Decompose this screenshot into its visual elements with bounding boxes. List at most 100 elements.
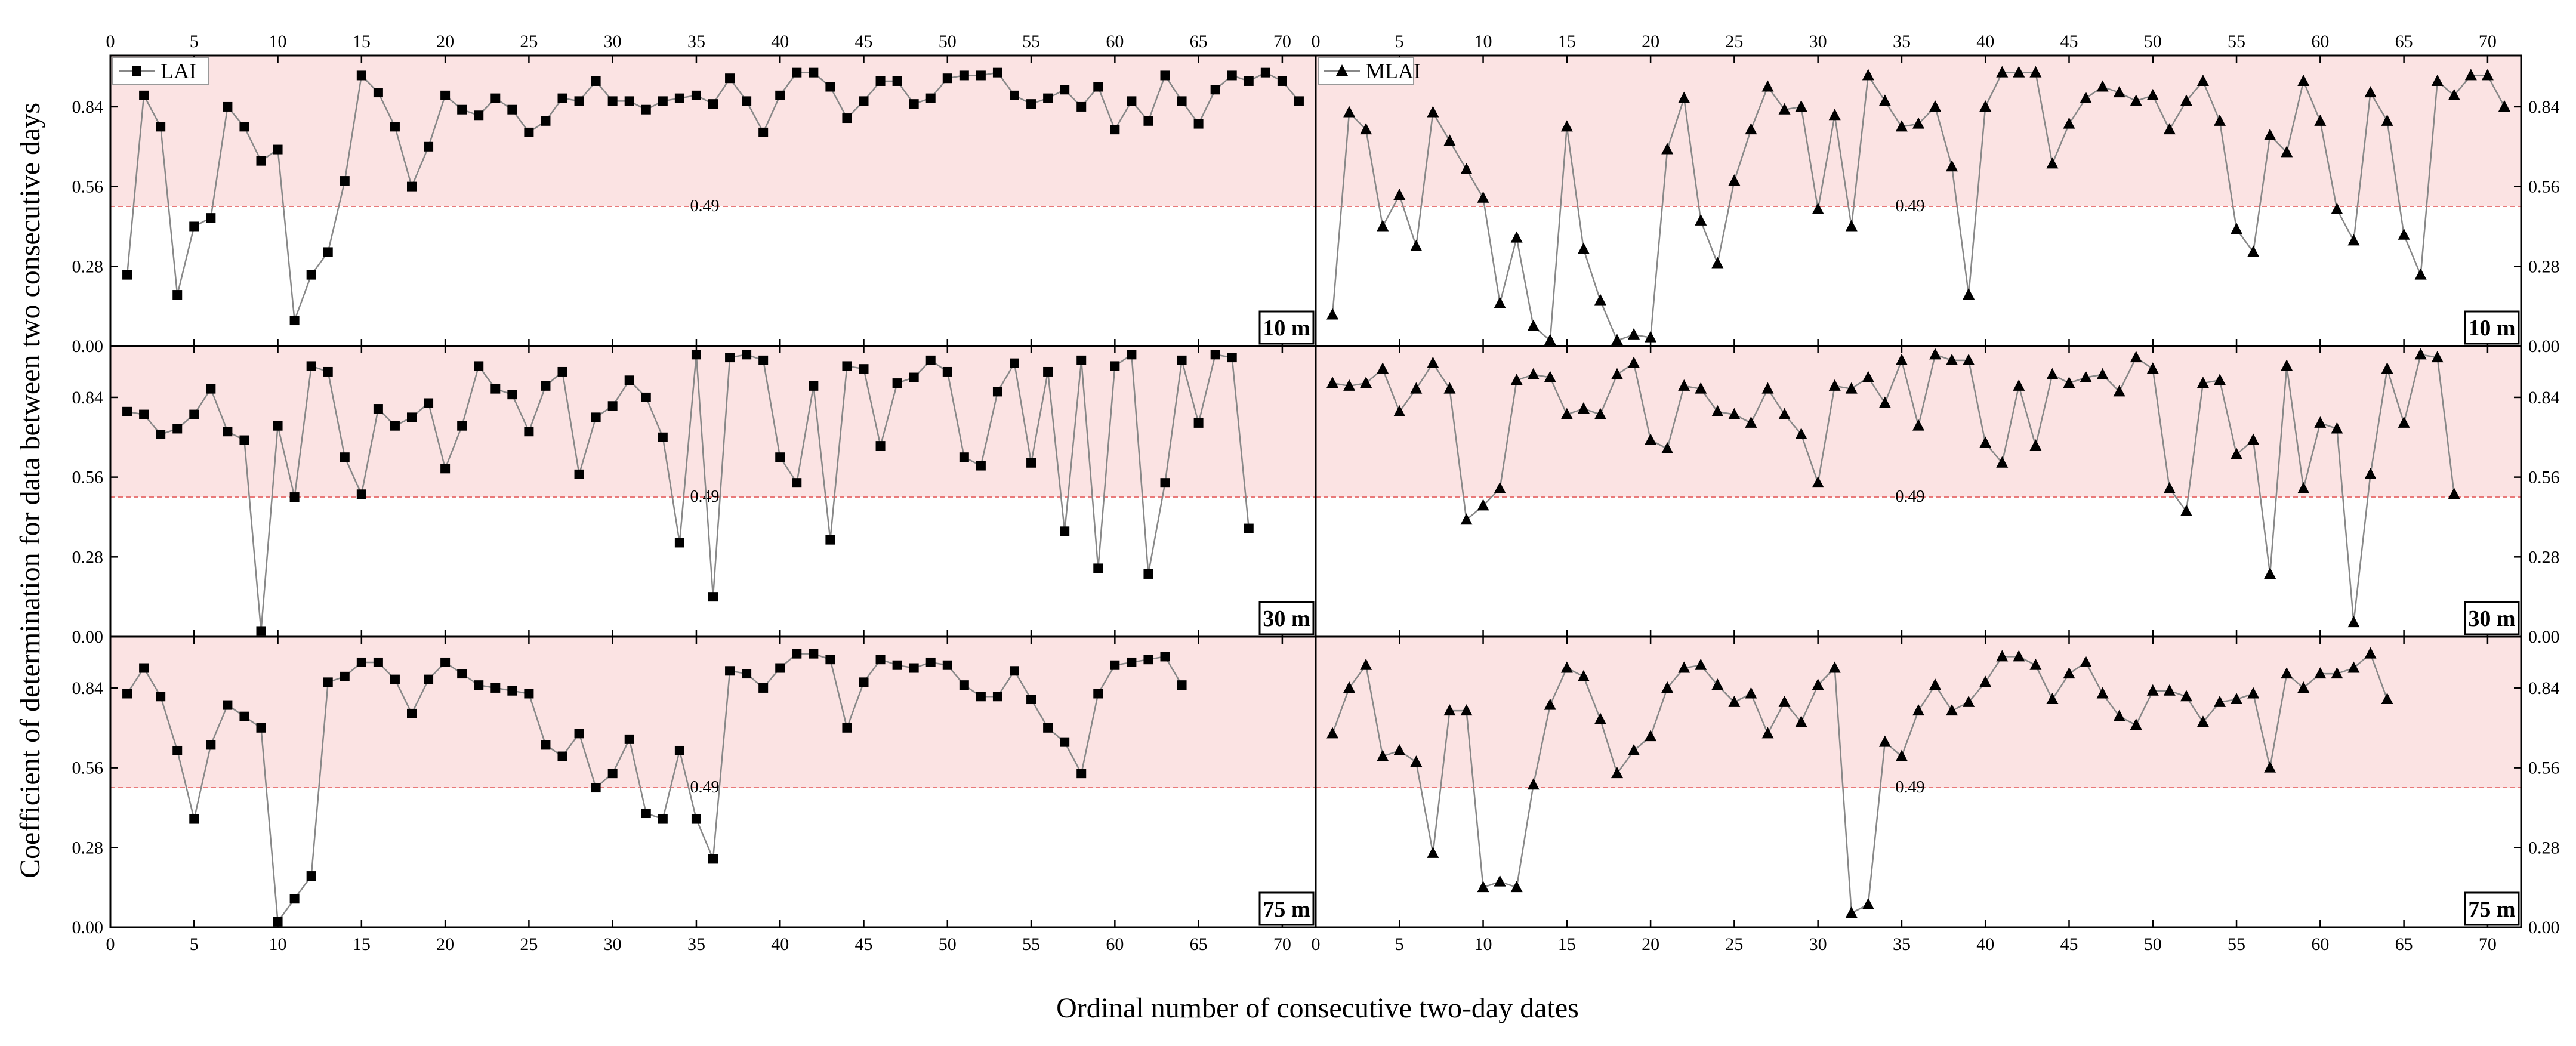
- data-point: [2196, 377, 2209, 388]
- data-point: [440, 90, 451, 100]
- data-point: [2013, 379, 2025, 391]
- data-point: [1377, 220, 1389, 232]
- data-point: [742, 350, 752, 360]
- x-tick-label-top: 20: [1642, 32, 1659, 51]
- data-point: [2163, 123, 2176, 135]
- x-tick-label-top: 30: [1809, 32, 1827, 51]
- y-tick-label: 0.56: [72, 177, 104, 197]
- data-point: [490, 683, 501, 693]
- data-point: [1443, 382, 1456, 394]
- y-tick-label: 0.84: [2528, 678, 2560, 698]
- data-point: [591, 412, 601, 422]
- y-tick-label: 0.84: [2528, 97, 2560, 117]
- data-point: [1244, 523, 1254, 533]
- data-point: [758, 355, 769, 365]
- data-point: [524, 127, 534, 137]
- x-axis-title: Ordinal number of consecutive two-day da…: [1056, 992, 1579, 1024]
- data-point: [1076, 101, 1087, 112]
- data-point: [1177, 680, 1187, 690]
- data-point: [1611, 368, 1623, 379]
- data-point: [323, 677, 333, 687]
- data-point: [1778, 695, 1791, 707]
- data-point: [289, 894, 300, 904]
- data-point: [139, 409, 149, 419]
- data-point: [239, 435, 249, 445]
- data-point: [1812, 202, 1824, 214]
- data-point: [624, 375, 634, 385]
- y-tick-label: 0.28: [2528, 547, 2560, 567]
- data-point: [1544, 334, 1556, 345]
- x-tick-label: 45: [855, 934, 873, 954]
- data-point: [2096, 80, 2109, 92]
- data-point: [792, 67, 802, 78]
- panel-lai-75m: 0.49 0.00 0.28 0.56 0.84 0 5 10 15 20 25 30 35 40 45 50…: [72, 635, 1317, 954]
- data-point: [1912, 704, 1924, 716]
- data-point: [2113, 86, 2125, 98]
- panel-mlai-10m: 0.49 0.00 0.28 0.56 0.84 0 5 10 15 20 25 30 35 40 45 50…: [1312, 32, 2560, 356]
- x-tick-label-top: 0: [1312, 32, 1321, 51]
- data-point: [1761, 80, 1774, 92]
- data-point: [507, 686, 517, 696]
- y-tick-label: 0.28: [72, 547, 104, 567]
- data-point: [1862, 69, 1874, 81]
- data-point: [2381, 693, 2393, 705]
- data-point: [624, 734, 634, 744]
- data-point: [2331, 422, 2343, 434]
- data-point: [992, 67, 1002, 78]
- data-point: [1560, 408, 1573, 419]
- data-point: [1026, 695, 1036, 705]
- data-point: [340, 176, 350, 186]
- data-point: [2398, 228, 2410, 240]
- data-point: [1410, 239, 1423, 251]
- x-tick-label: 60: [2311, 934, 2329, 954]
- data-point: [1410, 755, 1423, 767]
- data-point: [1577, 402, 1590, 414]
- x-tick-label-top: 40: [771, 32, 789, 51]
- data-point: [1929, 100, 1942, 112]
- threshold-label: 0.49: [1895, 487, 1924, 506]
- data-point: [1577, 669, 1590, 681]
- data-point: [1393, 743, 1406, 755]
- y-axis-title: Coefficient of determination for data be…: [14, 103, 46, 878]
- y-tick-label: 0.56: [2528, 758, 2560, 778]
- data-point: [1878, 94, 1891, 106]
- data-point: [424, 674, 434, 684]
- data-point: [1812, 678, 1824, 690]
- data-point: [1946, 160, 1958, 172]
- data-point: [474, 110, 484, 121]
- data-point: [925, 93, 936, 103]
- x-tick-label-top: 60: [1106, 32, 1124, 51]
- y-tick-label: 0.28: [72, 257, 104, 276]
- data-point: [424, 141, 434, 152]
- data-point: [758, 683, 769, 693]
- data-point: [809, 381, 819, 391]
- data-point: [390, 674, 400, 684]
- data-point: [1996, 66, 2009, 78]
- data-point: [2146, 88, 2159, 100]
- data-point: [256, 723, 266, 733]
- x-tick-label-top: 15: [353, 32, 371, 51]
- data-point: [340, 671, 350, 681]
- x-tick-label-top: 30: [604, 32, 622, 51]
- data-point: [1343, 681, 1356, 693]
- data-point: [524, 689, 534, 699]
- data-point: [1143, 116, 1153, 126]
- data-point: [2029, 658, 2042, 670]
- data-point: [407, 412, 417, 422]
- data-point: [2046, 368, 2059, 379]
- x-tick-label: 70: [1273, 934, 1291, 954]
- data-point: [2080, 371, 2092, 382]
- data-point: [457, 669, 467, 679]
- data-point: [1761, 382, 1774, 394]
- data-point: [1963, 288, 1975, 300]
- data-point: [2264, 567, 2276, 579]
- resolution-tag: 10 m: [2468, 316, 2515, 341]
- data-point: [909, 663, 919, 673]
- threshold-label: 0.49: [1895, 778, 1924, 797]
- x-tick-label: 20: [1642, 934, 1659, 954]
- data-point: [2013, 66, 2025, 78]
- data-point: [1477, 881, 1489, 893]
- data-point: [859, 677, 869, 687]
- data-point: [373, 657, 383, 667]
- x-tick-label: 70: [2479, 934, 2497, 954]
